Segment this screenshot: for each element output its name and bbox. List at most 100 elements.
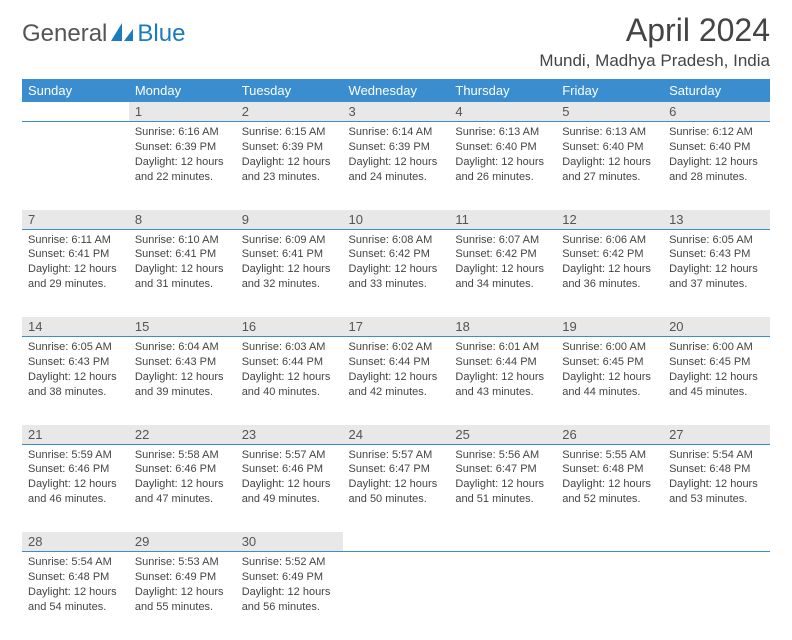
day-cell: Sunrise: 6:08 AMSunset: 6:42 PMDaylight:… bbox=[343, 229, 450, 317]
sunrise-text: Sunrise: 6:11 AM bbox=[28, 233, 123, 248]
day1-text: Daylight: 12 hours bbox=[349, 370, 444, 385]
sunrise-text: Sunrise: 5:59 AM bbox=[28, 448, 123, 463]
sunrise-text: Sunrise: 5:57 AM bbox=[242, 448, 337, 463]
sunrise-text: Sunrise: 6:00 AM bbox=[669, 340, 764, 355]
day1-text: Daylight: 12 hours bbox=[669, 477, 764, 492]
day-number: 13 bbox=[663, 210, 770, 230]
day2-text: and 47 minutes. bbox=[135, 492, 230, 507]
weekday-header: Sunday bbox=[22, 79, 129, 102]
day1-text: Daylight: 12 hours bbox=[455, 155, 550, 170]
weekday-header: Wednesday bbox=[343, 79, 450, 102]
sunrise-text: Sunrise: 5:53 AM bbox=[135, 555, 230, 570]
day-number: 28 bbox=[22, 532, 129, 552]
header: General Blue April 2024 Mundi, Madhya Pr… bbox=[22, 12, 770, 71]
day-number: 6 bbox=[663, 102, 770, 122]
day-number: 21 bbox=[22, 425, 129, 445]
day-number: 9 bbox=[236, 210, 343, 230]
day-cell: Sunrise: 6:03 AMSunset: 6:44 PMDaylight:… bbox=[236, 337, 343, 425]
day-number bbox=[556, 532, 663, 552]
day-number bbox=[22, 102, 129, 122]
day2-text: and 32 minutes. bbox=[242, 277, 337, 292]
sunset-text: Sunset: 6:45 PM bbox=[562, 355, 657, 370]
day-number: 12 bbox=[556, 210, 663, 230]
day-number: 18 bbox=[449, 317, 556, 337]
day-number-row: 123456 bbox=[22, 102, 770, 122]
day1-text: Daylight: 12 hours bbox=[349, 155, 444, 170]
sunset-text: Sunset: 6:39 PM bbox=[349, 140, 444, 155]
day-number-row: 14151617181920 bbox=[22, 317, 770, 337]
day-cell: Sunrise: 6:04 AMSunset: 6:43 PMDaylight:… bbox=[129, 337, 236, 425]
day1-text: Daylight: 12 hours bbox=[562, 477, 657, 492]
day1-text: Daylight: 12 hours bbox=[455, 262, 550, 277]
day1-text: Daylight: 12 hours bbox=[562, 370, 657, 385]
day1-text: Daylight: 12 hours bbox=[135, 155, 230, 170]
day-number: 16 bbox=[236, 317, 343, 337]
sunrise-text: Sunrise: 6:16 AM bbox=[135, 125, 230, 140]
day-number: 23 bbox=[236, 425, 343, 445]
sunrise-text: Sunrise: 6:05 AM bbox=[28, 340, 123, 355]
sunrise-text: Sunrise: 6:14 AM bbox=[349, 125, 444, 140]
day-cell: Sunrise: 6:00 AMSunset: 6:45 PMDaylight:… bbox=[556, 337, 663, 425]
day2-text: and 51 minutes. bbox=[455, 492, 550, 507]
sunrise-text: Sunrise: 6:00 AM bbox=[562, 340, 657, 355]
day2-text: and 44 minutes. bbox=[562, 385, 657, 400]
day1-text: Daylight: 12 hours bbox=[669, 262, 764, 277]
day1-text: Daylight: 12 hours bbox=[135, 370, 230, 385]
day-number bbox=[449, 532, 556, 552]
day-number: 17 bbox=[343, 317, 450, 337]
sunset-text: Sunset: 6:43 PM bbox=[669, 247, 764, 262]
day1-text: Daylight: 12 hours bbox=[669, 370, 764, 385]
logo-blue-text: Blue bbox=[137, 20, 185, 48]
sunset-text: Sunset: 6:46 PM bbox=[28, 462, 123, 477]
weekday-header: Friday bbox=[556, 79, 663, 102]
day1-text: Daylight: 12 hours bbox=[135, 585, 230, 600]
day-content-row: Sunrise: 6:16 AMSunset: 6:39 PMDaylight:… bbox=[22, 122, 770, 210]
sunrise-text: Sunrise: 5:55 AM bbox=[562, 448, 657, 463]
sunrise-text: Sunrise: 6:09 AM bbox=[242, 233, 337, 248]
sunrise-text: Sunrise: 5:52 AM bbox=[242, 555, 337, 570]
day2-text: and 52 minutes. bbox=[562, 492, 657, 507]
day2-text: and 34 minutes. bbox=[455, 277, 550, 292]
day-number: 26 bbox=[556, 425, 663, 445]
day1-text: Daylight: 12 hours bbox=[669, 155, 764, 170]
day1-text: Daylight: 12 hours bbox=[349, 262, 444, 277]
day-cell: Sunrise: 5:54 AMSunset: 6:48 PMDaylight:… bbox=[663, 444, 770, 532]
day-number: 25 bbox=[449, 425, 556, 445]
day-cell bbox=[556, 552, 663, 640]
day-cell: Sunrise: 5:57 AMSunset: 6:46 PMDaylight:… bbox=[236, 444, 343, 532]
day1-text: Daylight: 12 hours bbox=[562, 155, 657, 170]
day-number: 14 bbox=[22, 317, 129, 337]
day-number bbox=[343, 532, 450, 552]
day-cell: Sunrise: 6:13 AMSunset: 6:40 PMDaylight:… bbox=[556, 122, 663, 210]
day2-text: and 42 minutes. bbox=[349, 385, 444, 400]
day1-text: Daylight: 12 hours bbox=[28, 585, 123, 600]
day1-text: Daylight: 12 hours bbox=[562, 262, 657, 277]
sunset-text: Sunset: 6:46 PM bbox=[135, 462, 230, 477]
day-number: 11 bbox=[449, 210, 556, 230]
day-number: 29 bbox=[129, 532, 236, 552]
sunset-text: Sunset: 6:42 PM bbox=[562, 247, 657, 262]
sunrise-text: Sunrise: 5:56 AM bbox=[455, 448, 550, 463]
day1-text: Daylight: 12 hours bbox=[135, 262, 230, 277]
sunrise-text: Sunrise: 5:58 AM bbox=[135, 448, 230, 463]
sunset-text: Sunset: 6:39 PM bbox=[242, 140, 337, 155]
day-number: 20 bbox=[663, 317, 770, 337]
weekday-header-row: Sunday Monday Tuesday Wednesday Thursday… bbox=[22, 79, 770, 102]
day-content-row: Sunrise: 6:05 AMSunset: 6:43 PMDaylight:… bbox=[22, 337, 770, 425]
day2-text: and 23 minutes. bbox=[242, 170, 337, 185]
logo-sail-icon bbox=[109, 21, 135, 48]
day2-text: and 56 minutes. bbox=[242, 600, 337, 615]
day-cell: Sunrise: 5:56 AMSunset: 6:47 PMDaylight:… bbox=[449, 444, 556, 532]
sunrise-text: Sunrise: 5:54 AM bbox=[669, 448, 764, 463]
title-block: April 2024 Mundi, Madhya Pradesh, India bbox=[539, 12, 770, 71]
day1-text: Daylight: 12 hours bbox=[242, 370, 337, 385]
sunrise-text: Sunrise: 6:04 AM bbox=[135, 340, 230, 355]
day-number-row: 78910111213 bbox=[22, 210, 770, 230]
day2-text: and 54 minutes. bbox=[28, 600, 123, 615]
day-number: 3 bbox=[343, 102, 450, 122]
day-cell: Sunrise: 6:01 AMSunset: 6:44 PMDaylight:… bbox=[449, 337, 556, 425]
day2-text: and 28 minutes. bbox=[669, 170, 764, 185]
sunrise-text: Sunrise: 6:08 AM bbox=[349, 233, 444, 248]
sunset-text: Sunset: 6:44 PM bbox=[349, 355, 444, 370]
sunrise-text: Sunrise: 6:13 AM bbox=[455, 125, 550, 140]
